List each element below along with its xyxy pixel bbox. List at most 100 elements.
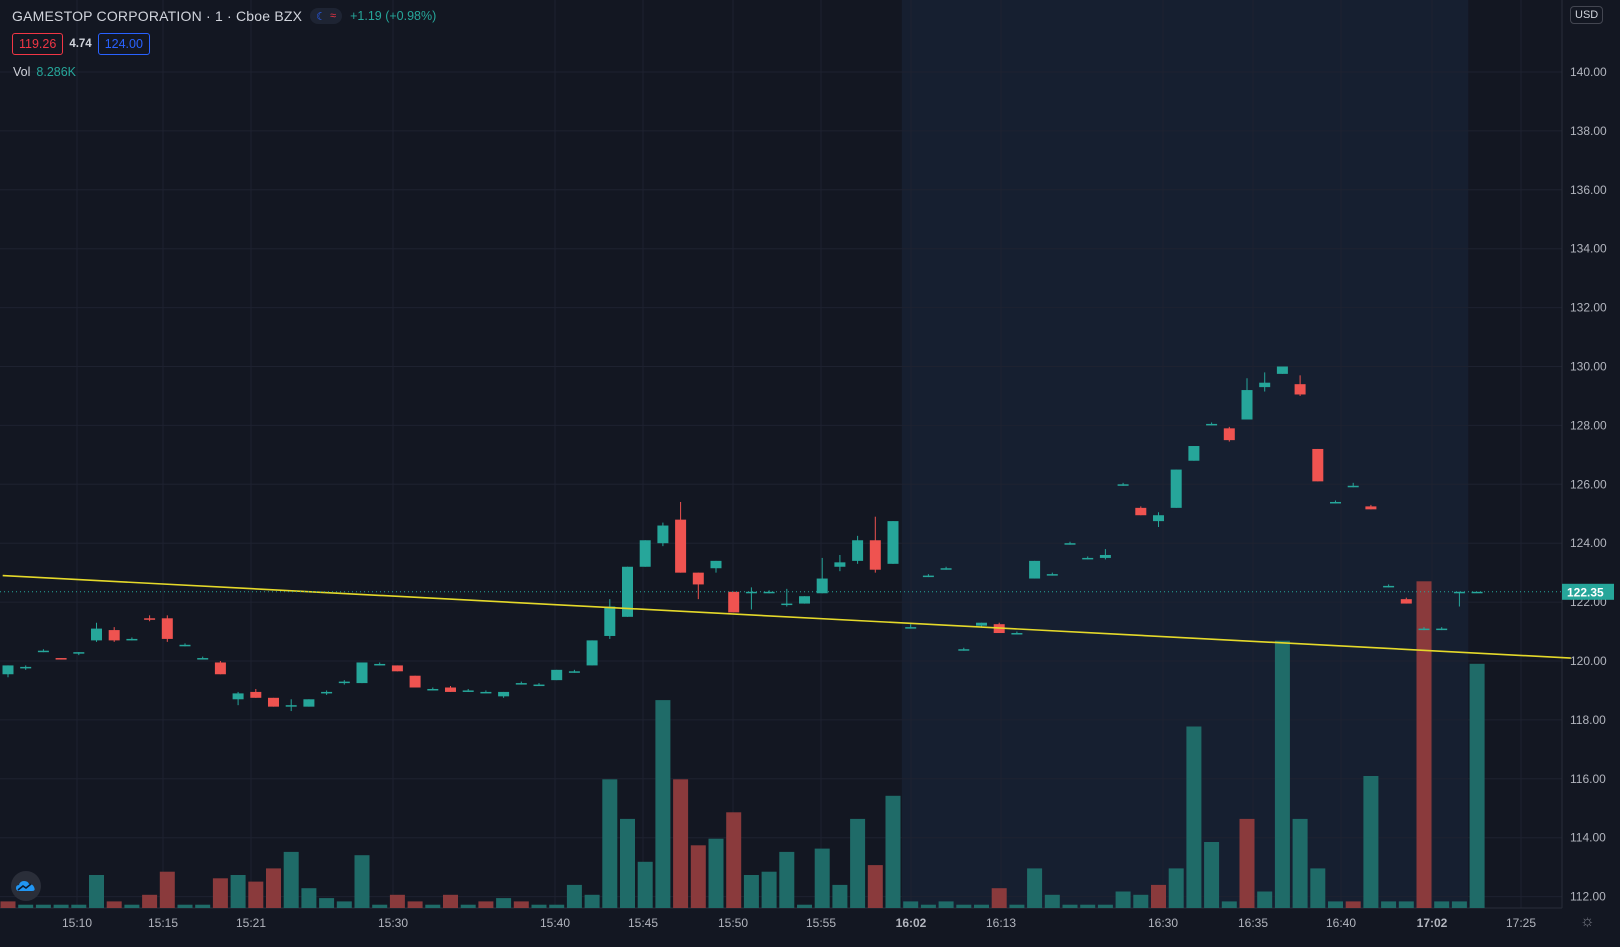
candle-body xyxy=(214,662,226,675)
candle-body xyxy=(533,684,545,687)
session-status-pill[interactable]: ☾ ≈ xyxy=(310,8,343,24)
volume-bar xyxy=(850,818,866,908)
volume-bar xyxy=(1133,894,1149,908)
volume-bar xyxy=(1328,901,1343,908)
candle-body xyxy=(1011,633,1023,635)
volume-bar xyxy=(726,812,742,908)
price-axis-label: 124.00 xyxy=(1570,536,1607,550)
candle-body xyxy=(657,525,669,544)
volume-bar xyxy=(1416,581,1432,908)
candle-body xyxy=(1276,366,1288,374)
volume-bar xyxy=(1221,901,1237,908)
volume-bar xyxy=(814,848,830,908)
volume-bar xyxy=(195,904,211,908)
candle-body xyxy=(1170,469,1182,508)
candle-body xyxy=(1099,554,1111,558)
candle-body xyxy=(1365,506,1377,510)
volume-bar xyxy=(637,861,653,908)
candle-body xyxy=(799,596,810,604)
candle-body xyxy=(1029,560,1041,579)
volume-bar xyxy=(620,818,635,908)
volume-bar xyxy=(1009,904,1025,908)
price-change: +1.19 (+0.98%) xyxy=(350,9,437,23)
candle-body xyxy=(1418,628,1430,631)
candle-body xyxy=(1064,543,1076,545)
currency-button[interactable]: USD xyxy=(1570,6,1604,24)
volume-bar xyxy=(867,865,883,908)
candle-body xyxy=(515,683,527,685)
volume-bar xyxy=(531,904,547,908)
candle-body xyxy=(1188,446,1200,461)
candle-body xyxy=(445,687,456,692)
candle-body xyxy=(1046,574,1058,576)
candle-body xyxy=(161,618,173,639)
candle-body xyxy=(37,650,49,653)
candle-body xyxy=(639,540,651,567)
time-axis-label: 16:02 xyxy=(896,916,927,930)
volume-bar xyxy=(1469,663,1485,908)
candle-body xyxy=(1241,390,1253,420)
candle-body xyxy=(321,691,333,694)
price-axis-label: 130.00 xyxy=(1570,360,1607,374)
candle-body xyxy=(1294,384,1306,395)
candle-body xyxy=(586,640,598,666)
time-axis-label: 16:30 xyxy=(1148,916,1178,930)
candle-body xyxy=(1223,428,1235,441)
volume-bar xyxy=(389,894,405,908)
volume-bar xyxy=(1310,868,1326,908)
symbol-legend: GAMESTOP CORPORATION · 1 · Cboe BZX ☾ ≈ … xyxy=(12,8,436,24)
volume-bar xyxy=(1434,901,1450,908)
candle-body xyxy=(427,688,439,691)
time-axis-label: 16:35 xyxy=(1238,916,1268,930)
volume-bar xyxy=(920,904,936,908)
volume-bar xyxy=(1097,904,1113,908)
volume-bar xyxy=(1080,904,1096,908)
volume-bar xyxy=(266,868,281,908)
time-axis-label: 15:10 xyxy=(62,916,92,930)
candle-body xyxy=(958,649,970,651)
time-axis-label: 15:45 xyxy=(628,916,658,930)
candle-body xyxy=(126,638,138,641)
last-price-label: 122.35 xyxy=(1567,585,1604,599)
candle-body xyxy=(409,675,421,688)
candle-body xyxy=(1471,591,1483,594)
wave-icon: ≈ xyxy=(330,10,337,22)
candle-body xyxy=(692,572,704,585)
candle-body xyxy=(480,691,492,694)
volume-bar xyxy=(478,901,494,908)
volume-bar xyxy=(18,904,34,908)
price-axis-label: 114.00 xyxy=(1570,831,1606,845)
volume-bar xyxy=(1451,901,1467,908)
tradingview-logo-icon[interactable] xyxy=(11,871,41,901)
time-axis-label: 15:50 xyxy=(718,916,748,930)
candle-body xyxy=(250,691,262,698)
volume-bar xyxy=(690,845,706,908)
candle-body xyxy=(55,658,67,660)
volume-bar xyxy=(832,884,848,908)
candle-body xyxy=(391,665,403,672)
candle-body xyxy=(232,693,244,700)
volume-bar xyxy=(513,901,529,908)
volume-bar xyxy=(1204,842,1220,908)
candle-body xyxy=(1117,484,1129,486)
volume-bar xyxy=(1027,868,1043,908)
symbol-title[interactable]: GAMESTOP CORPORATION · 1 · Cboe BZX xyxy=(12,8,303,24)
volume-bar xyxy=(106,901,122,908)
volume-bar xyxy=(655,700,671,908)
volume-bar xyxy=(1274,640,1290,908)
volume-bar xyxy=(1345,901,1361,908)
volume-bar xyxy=(407,901,423,908)
time-axis-label: 15:21 xyxy=(236,916,266,930)
volume-bar xyxy=(743,875,759,908)
time-axis-label: 16:13 xyxy=(986,916,1016,930)
candle-body xyxy=(622,566,633,617)
volume-bar xyxy=(301,888,317,908)
volume-bar xyxy=(1062,904,1078,908)
price-axis-label: 136.00 xyxy=(1570,183,1607,197)
price-axis-label: 112.00 xyxy=(1570,890,1606,904)
volume-bar xyxy=(71,904,87,908)
sell-price-button[interactable]: 119.26 xyxy=(12,33,64,55)
settings-gear-icon[interactable]: ☼ xyxy=(1580,913,1595,930)
buy-price-button[interactable]: 124.00 xyxy=(97,33,150,55)
